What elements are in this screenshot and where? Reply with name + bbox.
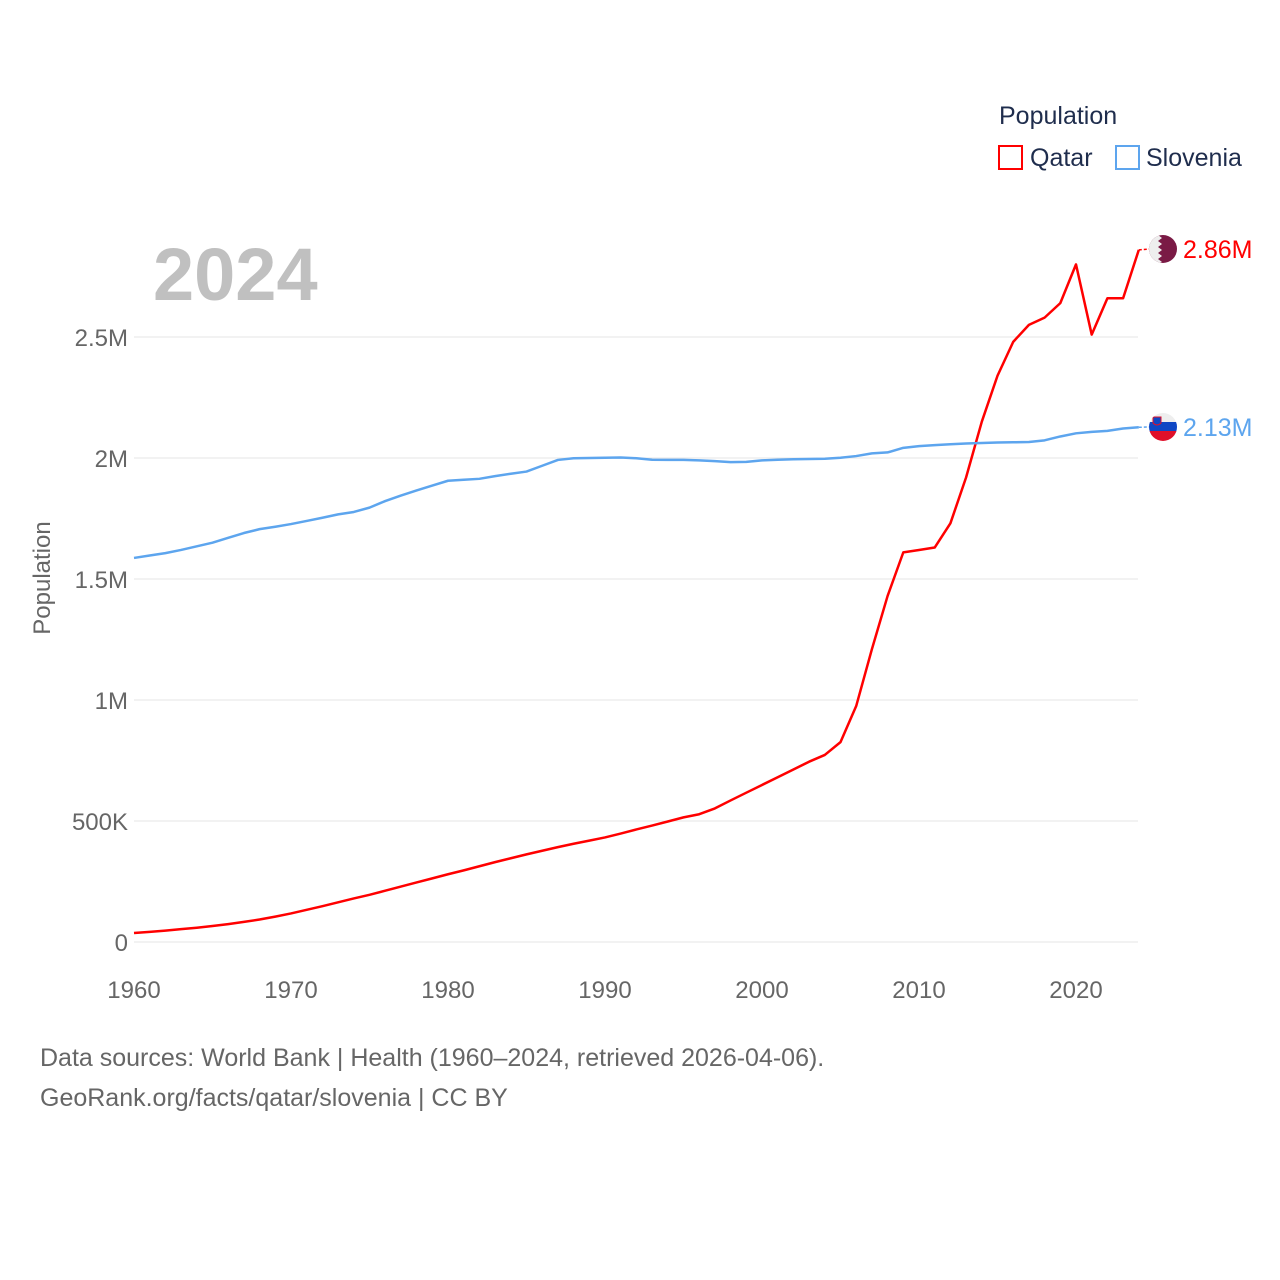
x-tick-label: 1990 (578, 977, 631, 1004)
legend-swatch-slovenia (1115, 145, 1140, 170)
x-tick-label: 1970 (264, 977, 317, 1004)
big-year-label: 2024 (153, 233, 318, 316)
slovenia-flag-icon (1149, 413, 1177, 441)
footer-sources: Data sources: World Bank | Health (1960–… (40, 1044, 825, 1072)
legend: Population Qatar Slovenia (998, 102, 1242, 172)
legend-label-qatar: Qatar (1030, 144, 1093, 172)
legend-swatch-qatar (998, 145, 1023, 170)
legend-title: Population (999, 102, 1117, 130)
x-tick-label: 2010 (892, 977, 945, 1004)
end-value-label-slovenia: 2.13M (1183, 414, 1252, 442)
line-chart: 0 500K 1M 1.5M 2M 2.5M 1960 1970 1980 1990 2000 201… (29, 102, 1252, 1004)
y-tick-label: 1.5M (75, 567, 128, 594)
end-value-label-qatar: 2.86M (1183, 236, 1252, 264)
x-tick-label: 2020 (1049, 977, 1102, 1004)
x-tick-label: 1960 (107, 977, 160, 1004)
y-tick-label: 500K (72, 809, 128, 836)
y-axis-label: Population (29, 521, 56, 634)
legend-item-slovenia[interactable]: Slovenia (1115, 144, 1242, 172)
series-line-slovenia (133, 426, 1139, 560)
y-tick-label: 2.5M (75, 325, 128, 352)
x-tick-label: 2000 (735, 977, 788, 1004)
x-tick-label: 1980 (421, 977, 474, 1004)
end-connector (1138, 248, 1150, 251)
qatar-flag-icon (1149, 235, 1177, 263)
legend-item-qatar[interactable]: Qatar (998, 144, 1093, 172)
legend-label-slovenia: Slovenia (1146, 144, 1242, 172)
y-tick-label: 1M (95, 688, 128, 715)
y-tick-label: 2M (95, 446, 128, 473)
footer-link[interactable]: GeoRank.org/facts/qatar/slovenia | CC BY (40, 1084, 508, 1112)
y-tick-label: 0 (115, 930, 128, 957)
series-line-qatar (133, 249, 1140, 935)
